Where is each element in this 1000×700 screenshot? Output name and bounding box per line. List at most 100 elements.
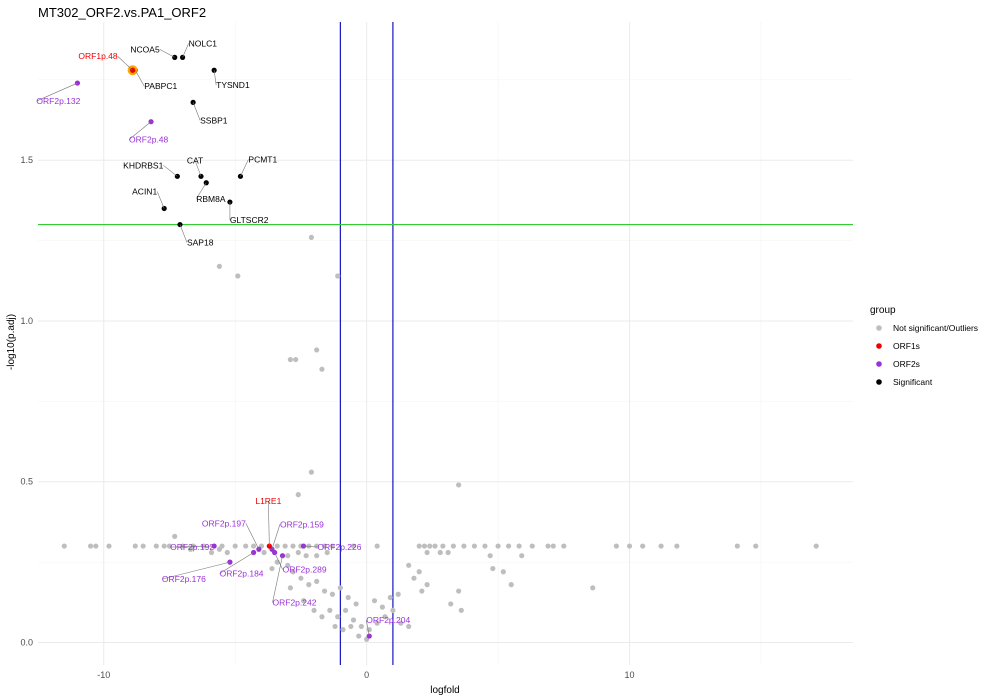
legend-key [876, 361, 882, 367]
data-point [419, 588, 425, 594]
data-point [432, 543, 438, 549]
data-point [440, 543, 446, 549]
label-connector [240, 159, 249, 177]
data-point [356, 633, 362, 639]
data-point [448, 601, 454, 607]
data-point [342, 607, 349, 613]
data-point [311, 607, 317, 613]
data-point [371, 598, 378, 604]
data-point [626, 543, 633, 549]
point-label: PCMT1 [248, 154, 277, 164]
point-label: TYSND1 [216, 80, 250, 90]
data-point [550, 543, 556, 549]
label-connector [272, 555, 283, 603]
data-point [640, 543, 646, 549]
data-point [387, 594, 393, 601]
data-point [216, 263, 223, 269]
data-point [379, 604, 386, 610]
data-point [177, 221, 183, 228]
data-point [314, 543, 320, 549]
point-label: ACIN1 [132, 186, 157, 196]
legend-label: ORF2s [893, 359, 920, 369]
label-connector [192, 102, 201, 121]
x-tick-label: 10 [625, 670, 635, 680]
data-points [61, 54, 819, 642]
point-label: ORF2p.289 [283, 564, 327, 574]
point-labels: NOLC1 NCOA5 TYSND1 PABPC1 SSBP1 PCMT1 CAT KHDRB… [36, 38, 410, 637]
data-point [427, 543, 433, 549]
point-label: ORF2p.197 [202, 518, 246, 528]
label-connector [36, 82, 78, 102]
point-label: KHDRBS1 [123, 160, 163, 170]
data-point [295, 492, 301, 498]
data-point [519, 553, 525, 559]
chart-title: MT302_ORF2.vs.PA1_ORF2 [38, 5, 206, 20]
label-connector [156, 191, 165, 209]
point-label: ORF2p.192 [170, 542, 214, 552]
data-point [658, 543, 664, 549]
label-connector [135, 70, 145, 87]
data-point [561, 543, 567, 549]
data-point [813, 543, 819, 549]
label-connector [245, 523, 260, 550]
data-point [321, 588, 328, 594]
point-label: ORF2p.242 [273, 598, 317, 608]
data-point [437, 549, 443, 556]
label-connector [163, 165, 178, 177]
data-point [132, 543, 138, 549]
data-point [335, 614, 341, 620]
data-point [406, 562, 412, 568]
data-point [295, 549, 301, 556]
data-point [337, 585, 343, 591]
legend-key [876, 343, 882, 349]
data-point [290, 569, 296, 575]
point-label: ORF2p.176 [162, 574, 206, 584]
data-point [445, 549, 451, 556]
data-point [458, 607, 464, 613]
data-point [350, 543, 357, 549]
data-point [298, 575, 304, 581]
data-point [287, 356, 293, 363]
data-point [293, 356, 299, 363]
label-connector [303, 545, 318, 548]
point-label: NOLC1 [189, 38, 218, 48]
data-point [500, 569, 506, 575]
label-connector [365, 620, 370, 637]
y-axis-title: -log10(p.adj) [6, 314, 17, 370]
data-point [358, 623, 364, 630]
data-point [382, 614, 388, 620]
data-point [314, 578, 320, 585]
data-point [321, 543, 328, 549]
point-label: SSBP1 [200, 115, 228, 125]
data-point [390, 607, 396, 613]
data-point [753, 543, 759, 549]
x-tick-label: 0 [364, 670, 369, 680]
point-label: NCOA5 [130, 44, 160, 54]
point-label: ORF2p.159 [280, 519, 324, 529]
data-point [300, 598, 307, 604]
point-label: SAP18 [187, 238, 214, 248]
data-point [335, 273, 341, 279]
data-point [303, 553, 309, 559]
data-point [674, 543, 680, 549]
data-point [93, 543, 99, 549]
label-connector [213, 70, 217, 86]
data-point [395, 591, 401, 597]
legend-label: ORF1s [893, 341, 920, 351]
legend-title: group [870, 305, 896, 316]
legend-label: Not significant/Outliers [893, 323, 978, 333]
data-point [482, 543, 488, 549]
data-point [179, 54, 186, 60]
x-tick-label: -10 [97, 670, 110, 680]
data-point [327, 607, 333, 613]
data-point [232, 543, 238, 549]
data-point [172, 533, 178, 540]
data-point [250, 543, 257, 549]
label-connector [271, 524, 281, 550]
point-label: ORF2p.204 [366, 615, 410, 625]
data-point [461, 543, 467, 549]
data-point [456, 588, 462, 594]
data-point [490, 565, 496, 572]
data-point [87, 543, 94, 549]
label-connector [274, 552, 283, 570]
